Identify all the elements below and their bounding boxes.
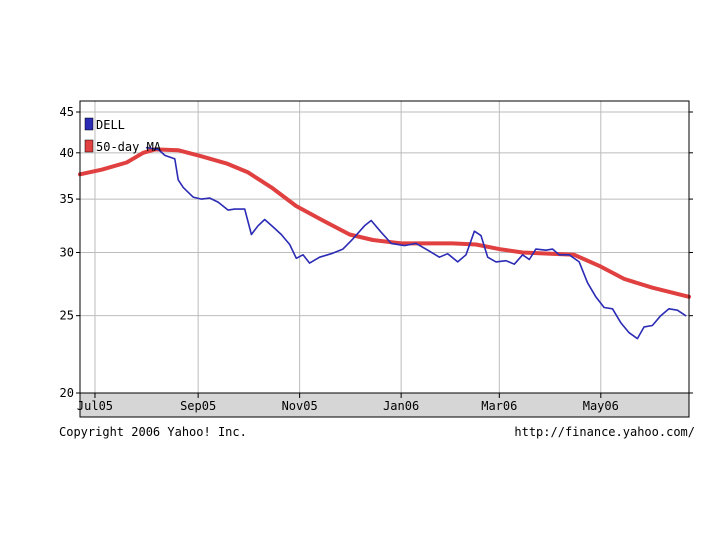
series-line-dell bbox=[145, 146, 687, 340]
x-tick-label: Sep05 bbox=[180, 399, 216, 413]
y-tick-label: 20 bbox=[60, 386, 74, 400]
legend-label-dell: DELL bbox=[96, 118, 125, 132]
legend: DELL 50-day MA bbox=[84, 117, 162, 154]
x-axis-band bbox=[80, 393, 689, 417]
y-tick-label: 40 bbox=[60, 146, 74, 160]
x-tick-label: May06 bbox=[583, 399, 619, 413]
y-tick-label: 45 bbox=[60, 105, 74, 119]
y-axis-ticks: 20 25 30 35 40 45 bbox=[60, 105, 693, 400]
y-tick-label: 35 bbox=[60, 192, 74, 206]
legend-label-ma: 50-day MA bbox=[96, 140, 162, 154]
x-tick-label: Mar06 bbox=[481, 399, 517, 413]
copyright-text: Copyright 2006 Yahoo! Inc. bbox=[59, 425, 247, 439]
x-tick-label: Nov05 bbox=[282, 399, 318, 413]
x-axis-ticks: Jul05 Sep05 Nov05 Jan06 Mar06 May06 bbox=[77, 393, 619, 413]
y-tick-label: 30 bbox=[60, 246, 74, 260]
x-tick-label: Jul05 bbox=[77, 399, 113, 413]
legend-swatch-dell bbox=[84, 117, 94, 131]
grid-lines bbox=[80, 101, 689, 393]
plot-frame bbox=[79, 100, 690, 418]
y-tick-label: 25 bbox=[60, 309, 74, 323]
legend-swatch-ma bbox=[84, 139, 94, 153]
x-tick-label: Jan06 bbox=[383, 399, 419, 413]
series-layer bbox=[78, 146, 691, 340]
source-url[interactable]: http://finance.yahoo.com/ bbox=[514, 425, 695, 439]
